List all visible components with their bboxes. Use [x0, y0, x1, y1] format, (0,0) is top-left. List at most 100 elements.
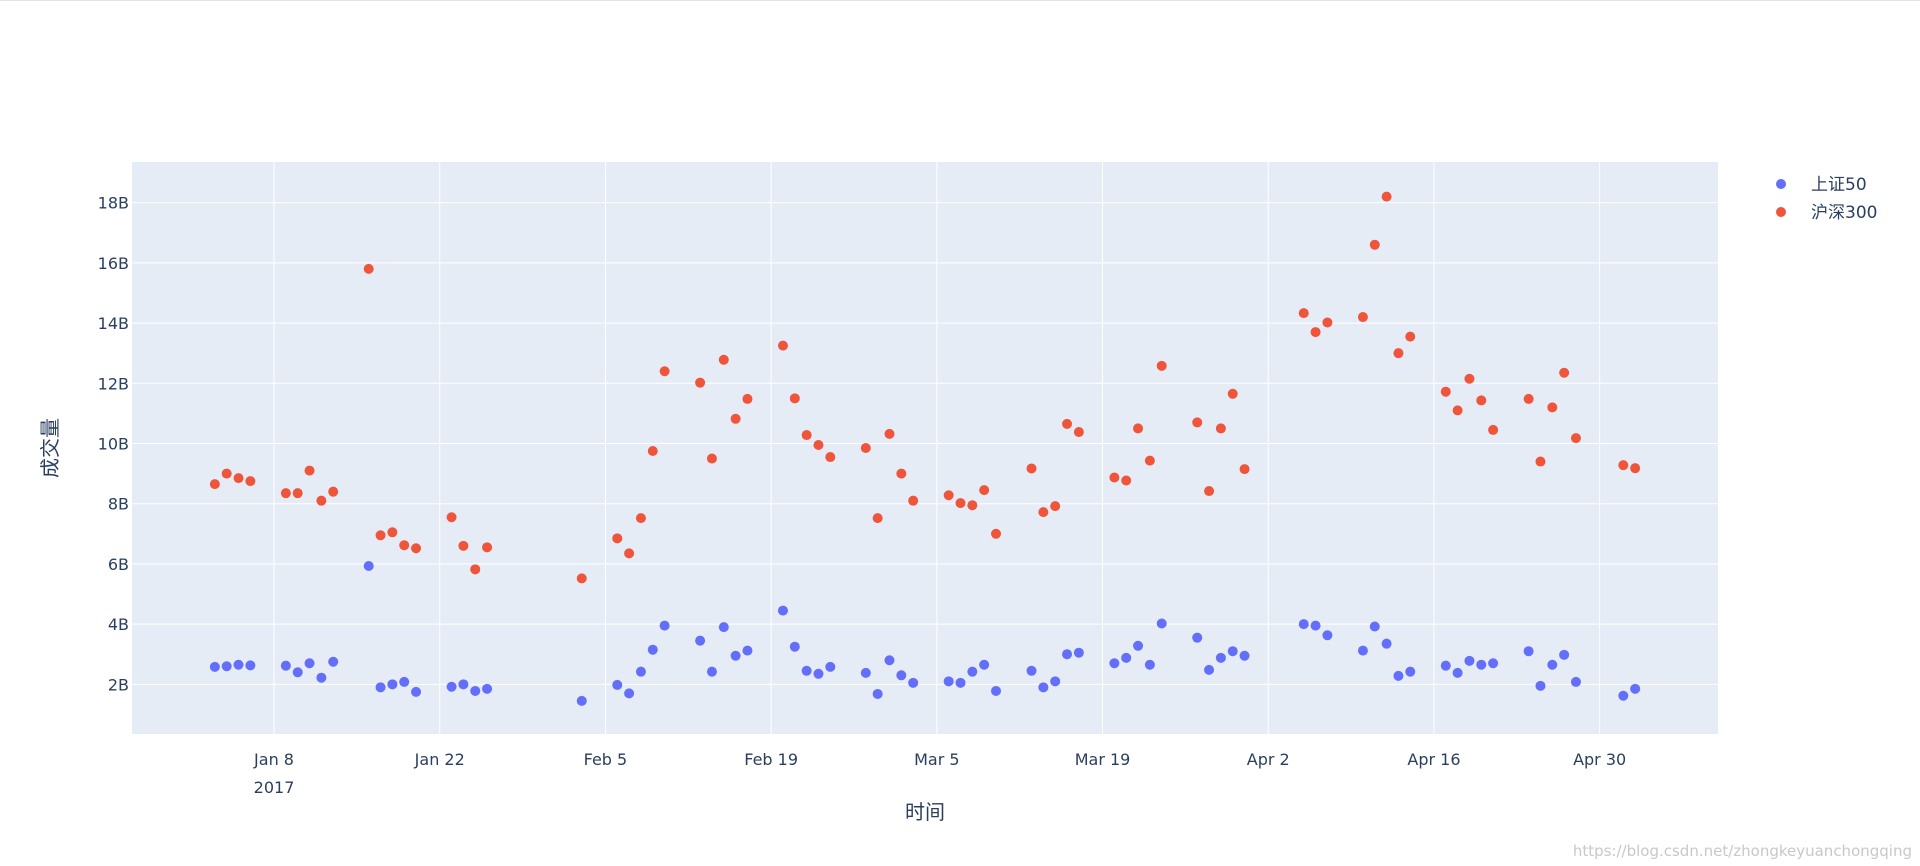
point-series-1	[967, 500, 978, 511]
x-tick-label: Mar 5	[914, 750, 959, 769]
point-series-1	[1204, 486, 1215, 497]
point-series-0	[233, 659, 244, 670]
legend-label: 沪深300	[1811, 203, 1877, 223]
point-series-0	[860, 667, 871, 678]
point-series-0	[1440, 660, 1451, 671]
point-series-1	[1144, 455, 1155, 466]
point-series-1	[470, 564, 481, 575]
point-series-1	[1310, 327, 1321, 338]
point-series-0	[221, 661, 232, 672]
y-tick-label: 4B	[108, 615, 129, 634]
point-series-1	[387, 527, 398, 538]
legend-item-series-0[interactable]: 上证50	[1776, 175, 1867, 195]
point-series-0	[979, 659, 990, 670]
legend: 上证50 沪深300	[1776, 175, 1877, 223]
legend-marker	[1776, 207, 1786, 217]
point-series-0	[1369, 621, 1380, 632]
y-tick-label: 14B	[98, 314, 129, 333]
point-series-0	[209, 661, 220, 672]
x-tick-label: Jan 8	[253, 750, 294, 769]
point-series-1	[706, 453, 717, 464]
point-series-1	[742, 393, 753, 404]
point-series-1	[777, 340, 788, 351]
y-tick-label: 2B	[108, 675, 129, 694]
point-series-1	[1630, 463, 1641, 474]
data-points	[209, 191, 1641, 706]
point-series-0	[967, 666, 978, 677]
point-series-0	[292, 667, 303, 678]
x-tick-label: Apr 2	[1247, 750, 1290, 769]
point-series-0	[777, 605, 788, 616]
point-series-1	[955, 498, 966, 509]
point-series-1	[363, 263, 374, 274]
y-tick-label: 10B	[98, 434, 129, 453]
point-series-0	[1630, 683, 1641, 694]
point-series-1	[908, 495, 919, 506]
point-series-0	[1559, 649, 1570, 660]
point-series-1	[1393, 348, 1404, 359]
point-series-1	[635, 513, 646, 524]
x-axis-ticks: Jan 8 Jan 22 Feb 5 Feb 19 Mar 5 Mar 19 Apr 2 Ap…	[253, 750, 1626, 769]
point-series-1	[1215, 423, 1226, 434]
point-series-0	[328, 656, 339, 667]
point-series-1	[730, 413, 741, 424]
legend-item-series-1[interactable]: 沪深300	[1776, 203, 1877, 223]
point-series-0	[470, 685, 481, 696]
point-series-0	[411, 686, 422, 697]
point-series-1	[576, 573, 587, 584]
point-series-1	[979, 485, 990, 496]
point-series-1	[399, 540, 410, 551]
x-tick-label: Mar 19	[1075, 750, 1131, 769]
point-series-1	[647, 446, 658, 457]
point-series-1	[991, 528, 1002, 539]
point-series-1	[316, 495, 327, 506]
point-series-1	[233, 473, 244, 484]
point-series-1	[1381, 191, 1392, 202]
x-tick-label: Apr 30	[1573, 750, 1626, 769]
y-tick-label: 6B	[108, 555, 129, 574]
point-series-1	[1405, 331, 1416, 342]
point-series-0	[943, 676, 954, 687]
point-series-0	[375, 682, 386, 693]
point-series-0	[884, 655, 895, 666]
point-series-0	[1133, 640, 1144, 651]
point-series-0	[387, 679, 398, 690]
point-series-0	[363, 561, 374, 572]
point-series-1	[209, 479, 220, 490]
point-series-0	[1523, 646, 1534, 657]
point-series-1	[860, 443, 871, 453]
point-series-1	[1535, 456, 1546, 467]
point-series-0	[458, 679, 469, 690]
point-series-0	[1109, 658, 1120, 669]
point-series-1	[612, 533, 623, 544]
point-series-1	[1357, 312, 1368, 323]
point-series-0	[1192, 632, 1203, 643]
point-series-0	[872, 688, 883, 699]
point-series-0	[659, 620, 670, 631]
point-series-1	[801, 430, 812, 441]
point-series-1	[1121, 475, 1132, 486]
point-series-1	[813, 439, 824, 450]
point-series-1	[1298, 308, 1309, 319]
point-series-0	[1357, 645, 1368, 656]
point-series-0	[1227, 646, 1238, 657]
point-series-0	[1570, 676, 1581, 687]
point-series-1	[1452, 405, 1463, 416]
point-series-1	[872, 513, 883, 524]
point-series-1	[375, 530, 386, 541]
point-series-0	[1405, 666, 1416, 677]
point-series-1	[245, 476, 256, 487]
point-series-0	[1381, 638, 1392, 649]
y-axis-ticks: 2B 4B 6B 8B 10B 12B 14B 16B 18B	[98, 194, 129, 695]
point-series-1	[1322, 317, 1333, 328]
point-series-1	[896, 468, 907, 479]
plot-area	[132, 162, 1718, 734]
x-axis-title: 时间	[905, 800, 945, 824]
point-series-0	[1322, 630, 1333, 641]
point-series-0	[1156, 618, 1167, 629]
point-series-0	[695, 635, 706, 646]
point-series-1	[1038, 507, 1049, 518]
point-series-0	[1452, 667, 1463, 678]
y-tick-label: 8B	[108, 495, 129, 514]
point-series-0	[576, 695, 587, 706]
